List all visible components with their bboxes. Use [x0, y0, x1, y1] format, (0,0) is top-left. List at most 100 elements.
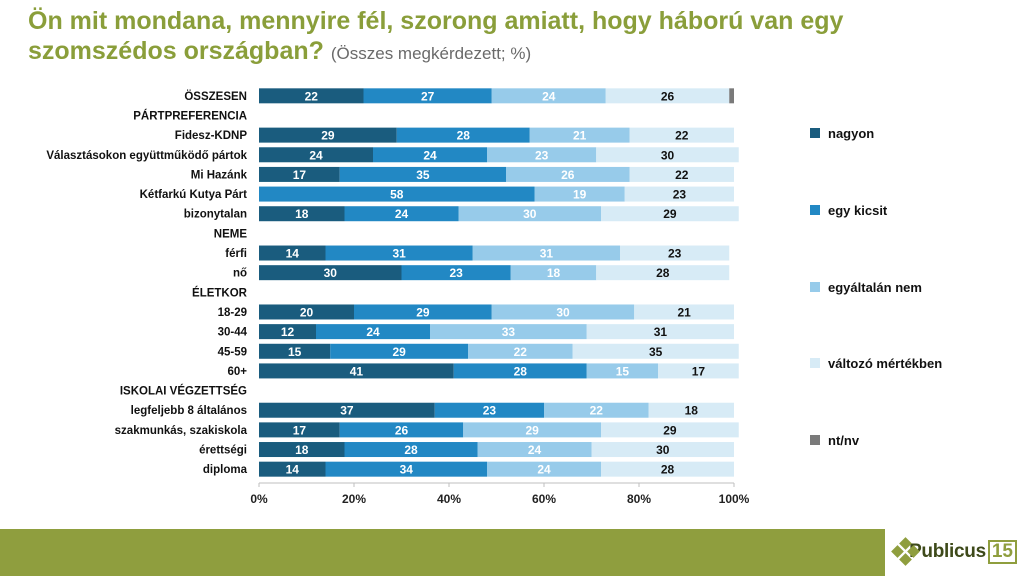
- data-label: 24: [395, 207, 409, 221]
- data-label: 20: [300, 305, 314, 319]
- bar-segment: [259, 147, 373, 163]
- chart-title-main: Ön mit mondana, mennyire fél, szorong am…: [28, 7, 844, 65]
- data-label: 58: [390, 188, 404, 202]
- bar-segment: [624, 186, 734, 202]
- bar-segment: [396, 127, 530, 143]
- bar-segment: [658, 363, 739, 379]
- bar-segment: [534, 186, 625, 202]
- data-label: 29: [663, 207, 677, 221]
- data-label: 29: [663, 423, 677, 437]
- bar-segment: [344, 206, 459, 222]
- data-label: 17: [692, 364, 706, 378]
- data-label: 37: [340, 404, 354, 418]
- bar-segment: [316, 324, 430, 340]
- legend-label: nagyon: [828, 126, 874, 141]
- bar-segment: [259, 186, 535, 202]
- legend-label: változó mértékben: [828, 356, 942, 371]
- data-label: 12: [281, 325, 295, 339]
- bar-segment: [506, 166, 630, 182]
- data-label: 30: [661, 148, 675, 162]
- row-label: férfi: [225, 248, 247, 260]
- row-label: Választásokon együttműködő pártok: [46, 150, 247, 162]
- bar-segment: [344, 442, 478, 458]
- bar-segment: [259, 363, 454, 379]
- bar-segment: [572, 343, 739, 359]
- data-label: 18: [295, 207, 309, 221]
- data-label: 28: [457, 129, 471, 143]
- bar-segment: [458, 206, 601, 222]
- row-label: ÉLETKOR: [192, 286, 248, 299]
- data-label: 35: [416, 168, 430, 182]
- data-label: 35: [649, 345, 663, 359]
- row-label: ÖSSZESEN: [184, 90, 247, 103]
- bar-segment: [544, 402, 649, 418]
- x-tick-label: 100%: [719, 492, 750, 506]
- chart-title: Ön mit mondana, mennyire fél, szorong am…: [28, 6, 968, 69]
- data-label: 22: [305, 89, 319, 103]
- bar-segment: [259, 402, 435, 418]
- stacked-bar-chart: ÖSSZESEN 22 27 24 26 PÁRTPREFERENCIA Fidesz-KD…: [46, 88, 942, 506]
- row-label: PÁRTPREFERENCIA: [133, 109, 247, 122]
- row-label: nő: [233, 268, 247, 280]
- bar-segment: [259, 166, 340, 182]
- data-label: 29: [392, 345, 406, 359]
- x-tick-label: 60%: [532, 492, 556, 506]
- data-label: 14: [286, 247, 300, 261]
- publicus-logo: Publicus 15: [891, 537, 1017, 567]
- logo-word: Publicus: [909, 541, 986, 562]
- logo-number: 15: [987, 540, 1017, 564]
- bar-segment: [487, 461, 601, 477]
- data-label: 41: [350, 364, 364, 378]
- bar-segment: [491, 304, 635, 320]
- row-label: 30-44: [218, 327, 248, 339]
- bar-segment: [586, 324, 734, 340]
- bar-segment: [373, 147, 487, 163]
- bar-segment: [634, 304, 734, 320]
- data-label: 23: [668, 247, 682, 261]
- bar-segment: [259, 324, 316, 340]
- data-label: 23: [449, 266, 463, 280]
- bar-segment: [472, 245, 620, 261]
- row-label: NEME: [214, 228, 248, 240]
- data-label: 23: [673, 188, 687, 202]
- footer-band: [0, 529, 885, 576]
- bar-segment: [591, 442, 734, 458]
- bar-segment: [596, 147, 739, 163]
- row-label: 45-59: [218, 346, 247, 358]
- data-label: 29: [416, 305, 430, 319]
- bar-segment: [430, 324, 587, 340]
- bar-segment: [339, 166, 506, 182]
- data-label: 29: [525, 423, 539, 437]
- data-label: 24: [423, 148, 437, 162]
- legend-label: nt/nv: [828, 433, 860, 448]
- bar-segment: [491, 88, 606, 104]
- row-label: 60+: [227, 366, 247, 378]
- bar-segment: [259, 206, 345, 222]
- bar-segment: [259, 127, 397, 143]
- data-label: 22: [675, 129, 689, 143]
- bar-segment: [510, 265, 597, 281]
- bar-segment: [339, 422, 464, 438]
- data-label: 31: [392, 247, 406, 261]
- data-label: 14: [286, 463, 300, 477]
- row-label: ISKOLAI VÉGZETTSÉG: [120, 385, 247, 398]
- bar-segment: [468, 343, 573, 359]
- bar-segment: [648, 402, 734, 418]
- row-label: Kétfarkú Kutya Párt: [140, 189, 248, 201]
- bar-segment: [259, 461, 326, 477]
- chart-title-sub: (Összes megkérdezett; %): [330, 44, 532, 63]
- bar-segment: [629, 127, 734, 143]
- data-label: 24: [537, 463, 551, 477]
- data-label: 22: [675, 168, 689, 182]
- data-label: 23: [535, 148, 549, 162]
- bar-segment: [354, 304, 492, 320]
- data-label: 22: [514, 345, 528, 359]
- legend-label: egyáltalán nem: [828, 280, 922, 295]
- row-label: szakmunkás, szakiskola: [115, 425, 248, 437]
- bar-segment: [601, 206, 739, 222]
- row-label: 18-29: [218, 307, 247, 319]
- legend-label: egy kicsit: [828, 203, 888, 218]
- data-label: 24: [366, 325, 380, 339]
- bar-segment: [259, 343, 331, 359]
- data-label: 17: [293, 423, 307, 437]
